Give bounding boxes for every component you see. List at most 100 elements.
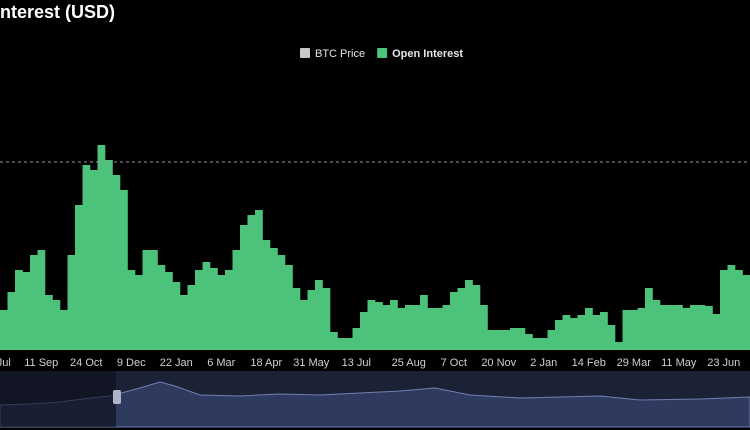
bar (97, 145, 106, 350)
bar (217, 275, 226, 350)
bar (255, 210, 263, 350)
bar (487, 330, 496, 350)
bar (322, 288, 331, 350)
bar (232, 250, 241, 350)
bar (142, 250, 151, 350)
bar (210, 268, 218, 350)
bar (405, 305, 413, 350)
bar (382, 305, 391, 350)
bar (592, 315, 601, 350)
x-tick-label: 20 Nov (481, 357, 516, 369)
x-tick-label: 31 May (293, 357, 330, 369)
bar (307, 290, 316, 350)
bar (0, 310, 8, 350)
chart-title: nterest (USD) (0, 2, 115, 22)
bar (420, 295, 428, 350)
bar (225, 270, 233, 350)
legend-swatch (377, 48, 388, 58)
bar (352, 328, 361, 350)
bar (270, 248, 278, 350)
bar (22, 272, 31, 350)
navigator-mask (0, 371, 116, 427)
x-tick-label: 13 Jul (342, 357, 371, 369)
bar (682, 308, 691, 350)
bar (360, 312, 368, 350)
bar (52, 300, 61, 350)
bar (45, 295, 53, 350)
bar (457, 288, 466, 350)
bar (180, 295, 188, 350)
bar (285, 265, 293, 350)
bar (195, 270, 203, 350)
x-tick-label: 6 Mar (207, 357, 235, 369)
bar (555, 320, 563, 350)
bar (607, 325, 616, 350)
bar (67, 255, 76, 350)
x-tick-label: Jul (0, 357, 11, 369)
legend: BTC Price Open Interest (300, 48, 463, 60)
bar (202, 262, 211, 350)
bar (247, 215, 256, 350)
bar (112, 175, 121, 350)
bar (450, 292, 458, 350)
bar (547, 330, 556, 350)
bar (690, 305, 698, 350)
bar (637, 308, 646, 350)
navigator-handle[interactable] (113, 390, 121, 404)
bar (127, 270, 136, 350)
bar (7, 292, 16, 350)
x-tick-label: 14 Feb (572, 357, 606, 369)
bar (517, 328, 526, 350)
x-tick-label: 11 Sep (24, 357, 58, 369)
bar (60, 310, 68, 350)
x-tick-label: 24 Oct (70, 357, 102, 369)
bar (135, 275, 143, 350)
bar (367, 300, 376, 350)
legend-label: Open Interest (392, 48, 463, 60)
bar (667, 305, 676, 350)
bar (165, 272, 173, 350)
bar (30, 255, 38, 350)
bar (82, 165, 91, 350)
bar (705, 306, 713, 350)
bar (472, 285, 481, 350)
bar (652, 300, 661, 350)
x-tick-label: 18 Apr (250, 357, 282, 369)
bar (390, 300, 398, 350)
x-tick-label: 23 Jun (707, 357, 740, 369)
bar (720, 270, 728, 350)
bar (502, 330, 511, 350)
bar (600, 312, 608, 350)
bar (277, 255, 286, 350)
x-tick-label: 25 Aug (392, 357, 426, 369)
bars (0, 145, 750, 350)
bar (300, 300, 308, 350)
bar (742, 275, 750, 350)
x-tick-label: 29 Mar (617, 357, 652, 369)
bar (292, 288, 301, 350)
bar (735, 270, 743, 350)
bar (480, 305, 488, 350)
bar (397, 308, 406, 350)
bar (345, 338, 353, 350)
bar (727, 265, 736, 350)
bar (315, 280, 323, 350)
bar (712, 314, 721, 350)
bar (157, 265, 166, 350)
x-tick-label: 11 May (661, 357, 697, 369)
bar (262, 240, 271, 350)
bar (375, 302, 383, 350)
bar (622, 310, 631, 350)
bar (465, 280, 473, 350)
legend-swatch (300, 48, 310, 58)
bar (645, 288, 653, 350)
x-axis: Jul 11 Sep 24 Oct 9 Dec 22 Jan 6 Mar 18 Apr 31 … (0, 357, 740, 369)
bar (330, 332, 338, 350)
bar (630, 310, 638, 350)
bar (105, 160, 113, 350)
bar (532, 338, 541, 350)
bar (412, 305, 421, 350)
bar (577, 315, 586, 350)
bar (150, 250, 158, 350)
